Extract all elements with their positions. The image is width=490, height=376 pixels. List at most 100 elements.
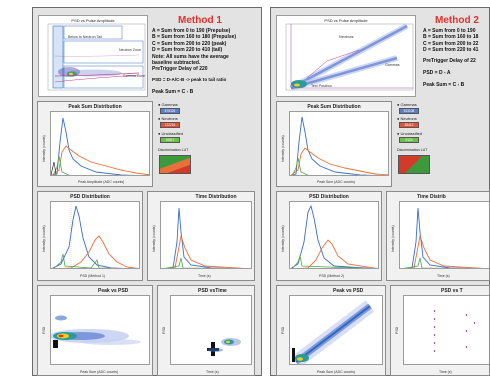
m1-peak-sum-ylabel: Intensity (counts)	[42, 135, 46, 162]
m2-line-a: A = Sum from 0 to 190	[423, 28, 476, 34]
m1-line-b: B = Sum from 160 to 180 (Prepulse)	[152, 34, 237, 41]
m1-title: Method 1	[178, 15, 222, 26]
m1-time-xlabel: Time (s)	[198, 274, 211, 278]
m1-disc-label: Discrimination LUT	[158, 148, 189, 152]
m2-psd-xlabel: PSD (Method 2)	[319, 274, 345, 278]
m1-line-a: A = Sum from 0 to 190 (Prepulse)	[152, 28, 231, 34]
m2-psd-plot	[289, 201, 379, 269]
m2-psd-card: PSD Distribution Intensity (counts) PSD …	[276, 191, 382, 281]
m2-peak-sum-ylabel: Intensity (counts)	[281, 135, 285, 162]
m2-psd-vs-time-plot	[403, 295, 489, 365]
m1-line-c: C = Sum from 200 to 220 (peak)	[152, 40, 227, 47]
m1-peak-sum-xlabel: Peak Amplitude (ADC counts)	[78, 180, 125, 184]
m2-time-card: Time Distrib Intensity (counts) Time (s)	[386, 191, 490, 281]
m1-legend: ● Gammas 876325 ● Neutrons 122216 ● Uncl…	[155, 102, 200, 190]
m1-peak-sum-card: Peak Sum Distribution Intensity (counts)…	[37, 101, 153, 187]
m2-gammas-count: 923108	[403, 108, 415, 113]
m2-legend-gammas-label: Gammas	[400, 102, 417, 107]
m2-top-label-neutrons: Neutrons	[339, 35, 354, 39]
m1-neutrons-count-box	[160, 122, 180, 128]
m2-pretrigger: PreTrigger Delay of 22	[423, 57, 476, 64]
m1-top-label-gamma: Gamma Zone	[123, 74, 145, 78]
m2-psd-vs-peak-heatmap	[290, 296, 382, 364]
m1-psd-formula: PSD = D-A/C-B -> peak to tail ratio	[152, 76, 227, 82]
m1-psd-vs-peak-title: Peak vs PSD	[98, 288, 129, 294]
m1-legend-neutrons-label: Neutrons	[161, 116, 178, 121]
m1-legend-unclassified: ● Unclassified	[158, 131, 184, 136]
m1-psd-ylabel: Intensity (counts)	[42, 225, 46, 252]
m2-time-ylabel: Intensity (counts)	[391, 225, 395, 252]
m2-legend-gammas: ● Gammas	[397, 102, 417, 107]
m2-title: Method 2	[435, 15, 479, 26]
m2-peak-sum-plot	[289, 111, 389, 176]
m1-disc-lut-button[interactable]	[159, 155, 191, 174]
m1-psd-plot	[50, 201, 140, 269]
m2-description: A = Sum from 0 to 190 B = Sum from 160 t…	[423, 28, 490, 89]
m1-description: A = Sum from 0 to 190 (Prepulse) B = Sum…	[152, 28, 260, 96]
m2-psd-ylabel: Intensity (counts)	[281, 225, 285, 252]
m1-psd-vs-peak-xlabel: Peak Sum (ADC counts)	[80, 370, 119, 374]
m2-time-title: Time Distrib	[417, 194, 446, 200]
m1-legend-gammas-label: Gammas	[161, 102, 178, 107]
m2-psd-vs-time-title: PSD vs T	[441, 288, 463, 294]
m2-top-plot-title: PSD vs Pulse Amplitude	[324, 18, 368, 23]
m2-peak-sum-curves	[290, 116, 388, 175]
m1-peaksum-formula: Peak Sum = C - B	[152, 89, 194, 96]
m2-psd-vs-peak-title: Peak vs PSD	[333, 288, 364, 294]
m2-legend-unclassified-label: Unclassified	[400, 131, 423, 136]
m2-psd-curves	[290, 204, 377, 268]
m1-line-d: D = Sum from 220 to 410 (tail)	[152, 47, 223, 54]
m1-psd-xlabel: PSD (Method 1)	[80, 274, 106, 278]
m2-psd-title: PSD Distribution	[309, 194, 349, 200]
m1-psd-card: PSD Distribution Intensity (counts) PSD …	[37, 191, 143, 281]
m2-psd-vs-peak-xlabel: Peak Sum (ADC counts)	[317, 370, 356, 374]
m2-disc-lut-button[interactable]	[398, 155, 430, 174]
m1-time-plot	[160, 201, 252, 269]
m2-line-d: D = Sum from 220 to 41	[423, 47, 479, 54]
m2-psd-formula: PSD = D - A	[423, 70, 451, 77]
m1-psd-vs-peak-heatmap	[51, 296, 149, 364]
m1-top-label-neutron: Neutron Zone	[119, 48, 141, 52]
m1-top-scatter	[47, 23, 146, 91]
m1-legend-gammas: ● Gammas	[158, 102, 178, 107]
m2-legend-unclassified: ● Unclassified	[397, 131, 423, 136]
m1-psd-vs-time-xlabel: Time (s)	[206, 370, 219, 374]
m1-psd-vs-time-heatmap	[171, 296, 251, 364]
m2-time-xlabel: Time (s)	[437, 274, 450, 278]
m2-disc-label: Discrimination LUT	[397, 148, 428, 152]
m2-peak-sum-xlabel: Peak Sum (ADC counts)	[317, 180, 356, 184]
m2-psd-vs-peak-card: Peak vs PSD PSD Peak Sum (ADC counts)	[276, 285, 386, 376]
m2-time-plot	[399, 201, 489, 269]
m2-top-label-gammas: Gammas	[385, 63, 400, 67]
m1-top-label-below: Below to Neutron Tail	[68, 35, 102, 39]
m1-psd-vs-peak-plot	[50, 295, 150, 365]
m2-psd-vs-time-heatmap	[404, 296, 489, 364]
m1-psd-vs-time-plot	[170, 295, 252, 365]
m2-legend-neutrons-label: Neutrons	[400, 116, 417, 121]
m1-psd-vs-peak-card: Peak vs PSD PSD Peak Sum (ADC counts)	[37, 285, 153, 376]
m2-unclassified-count: 9124	[405, 137, 413, 142]
m2-peaksum-formula: Peak Sum = C - B	[423, 82, 465, 89]
m2-neutrons-count: 85412	[404, 122, 414, 127]
m2-line-b: B = Sum from 160 to 18	[423, 34, 479, 41]
m1-line-pretrigger: PreTrigger Delay of 220	[152, 66, 208, 73]
m2-unclassified-count-box	[399, 137, 419, 143]
m2-time-curves	[403, 207, 484, 268]
m1-peak-sum-curves	[51, 117, 149, 175]
m1-gammas-count: 876325	[164, 108, 176, 113]
m2-line-c: C = Sum from 200 to 22	[423, 40, 479, 47]
m1-legend-unclassified-label: Unclassified	[161, 131, 184, 136]
m1-gammas-count-box	[160, 108, 180, 114]
m1-time-title: Time Distribution	[195, 194, 237, 200]
m1-psd-title: PSD Distribution	[70, 194, 110, 200]
m2-legend-neutrons: ● Neutrons	[397, 116, 417, 121]
m1-psd-vs-time-card: PSD vsTime PSD Time (s)	[157, 285, 255, 376]
m2-top-label-test: Test Positron	[311, 84, 332, 88]
m2-top-scatter	[285, 23, 414, 91]
m1-top-plot-title: PSD vs Pulse Amplitude	[71, 18, 115, 23]
m2-psd-vs-time-card: PSD vs T PSD Time (s)	[390, 285, 490, 376]
m2-psd-vs-amplitude-plot: PSD vs Pulse Amplitude Neutrons Gammas T…	[276, 15, 416, 97]
m1-psd-vs-time-title: PSD vsTime	[198, 288, 227, 294]
m2-psd-vs-time-xlabel: Time (s)	[439, 370, 452, 374]
m2-psd-vs-time-ylabel: PSD	[395, 326, 399, 334]
